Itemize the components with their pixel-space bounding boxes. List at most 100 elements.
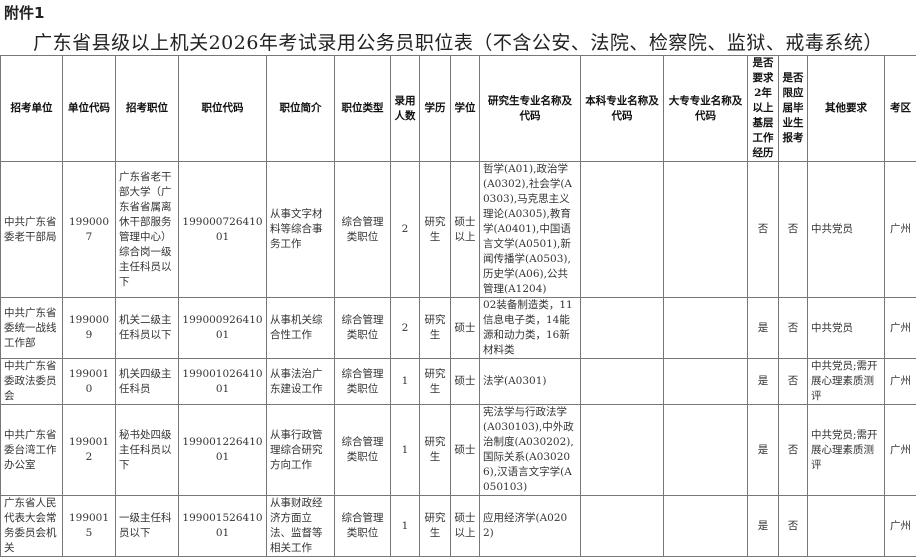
cell-college-major <box>664 496 748 557</box>
cell-unit-name: 中共广东省委老干部局 <box>1 162 63 298</box>
cell-unit-code: 1990015 <box>63 496 116 557</box>
cell-position-name: 秘书处四级主任科员以下 <box>116 405 179 496</box>
cell-grassroots-exp: 是 <box>748 298 779 359</box>
cell-unit-name: 中共广东省委政法委员会 <box>1 359 63 405</box>
cell-unit-name: 广东省人民代表大会常务委员会机关 <box>1 496 63 557</box>
column-header-undergrad-major: 本科专业名称及代码 <box>581 56 664 162</box>
cell-grassroots-exp: 是 <box>748 359 779 405</box>
cell-unit-code: 1990007 <box>63 162 116 298</box>
column-header-education: 学历 <box>420 56 451 162</box>
header-row: 招考单位单位代码招考职位职位代码职位简介职位类型录用人数学历学位研究生专业名称及… <box>1 56 916 162</box>
cell-position-name: 机关四级主任科员 <box>116 359 179 405</box>
cell-other-reqs <box>808 496 885 557</box>
cell-degree: 硕士以上 <box>451 496 480 557</box>
column-header-grassroots-exp: 是否要求2年以上基层工作经历 <box>748 56 779 162</box>
column-header-position-desc: 职位简介 <box>267 56 335 162</box>
cell-position-type: 综合管理类职位 <box>335 162 391 298</box>
column-header-grad-major: 研究生专业名称及代码 <box>480 56 581 162</box>
cell-unit-code: 1990010 <box>63 359 116 405</box>
cell-other-reqs: 中共党员 <box>808 162 885 298</box>
cell-position-name: 一级主任科员以下 <box>116 496 179 557</box>
cell-grad-major: 应用经济学(A0202) <box>480 496 581 557</box>
cell-position-desc: 从事文字材料等综合事务工作 <box>267 162 335 298</box>
cell-position-type: 综合管理类职位 <box>335 496 391 557</box>
cell-education: 研究生 <box>420 359 451 405</box>
column-header-unit-name: 招考单位 <box>1 56 63 162</box>
column-header-hire-count: 录用人数 <box>391 56 420 162</box>
cell-other-reqs: 中共党员;需开展心理素质测评 <box>808 405 885 496</box>
cell-degree: 硕士 <box>451 359 480 405</box>
cell-education: 研究生 <box>420 162 451 298</box>
cell-exam-area: 广州 <box>885 359 916 405</box>
cell-education: 研究生 <box>420 496 451 557</box>
cell-grassroots-exp: 否 <box>748 162 779 298</box>
cell-unit-code: 1990009 <box>63 298 116 359</box>
cell-grad-major: 02装备制造类，11信息电子类，14能源和动力类，16新材料类 <box>480 298 581 359</box>
cell-fresh-grad-only: 否 <box>779 405 808 496</box>
cell-college-major <box>664 359 748 405</box>
cell-unit-name: 中共广东省委统一战线工作部 <box>1 298 63 359</box>
cell-grassroots-exp: 是 <box>748 405 779 496</box>
column-header-unit-code: 单位代码 <box>63 56 116 162</box>
cell-position-type: 综合管理类职位 <box>335 405 391 496</box>
cell-fresh-grad-only: 否 <box>779 359 808 405</box>
cell-exam-area: 广州 <box>885 496 916 557</box>
cell-degree: 硕士 <box>451 298 480 359</box>
cell-degree: 硕士 <box>451 405 480 496</box>
cell-position-code: 19900122641001 <box>179 405 267 496</box>
cell-hire-count: 2 <box>391 298 420 359</box>
document-title: 广东省县级以上机关2026年考试录用公务员职位表（不含公安、法院、检察院、监狱、… <box>0 28 916 55</box>
cell-exam-area: 广州 <box>885 298 916 359</box>
cell-position-desc: 从事机关综合性工作 <box>267 298 335 359</box>
cell-college-major <box>664 162 748 298</box>
cell-position-name: 广东省老干部大学（广东省省属离休干部服务管理中心）综合岗一级主任科员以下 <box>116 162 179 298</box>
cell-undergrad-major <box>581 359 664 405</box>
cell-unit-name: 中共广东省委台湾工作办公室 <box>1 405 63 496</box>
cell-fresh-grad-only: 否 <box>779 298 808 359</box>
cell-hire-count: 1 <box>391 405 420 496</box>
cell-hire-count: 1 <box>391 496 420 557</box>
cell-hire-count: 2 <box>391 162 420 298</box>
column-header-position-name: 招考职位 <box>116 56 179 162</box>
cell-fresh-grad-only: 否 <box>779 162 808 298</box>
cell-position-code: 19900102641001 <box>179 359 267 405</box>
cell-grad-major: 哲学(A01),政治学(A0302),社会学(A0303),马克思主义理论(A0… <box>480 162 581 298</box>
cell-unit-code: 1990012 <box>63 405 116 496</box>
column-header-exam-area: 考区 <box>885 56 916 162</box>
cell-position-type: 综合管理类职位 <box>335 298 391 359</box>
cell-exam-area: 广州 <box>885 405 916 496</box>
cell-grad-major: 法学(A0301) <box>480 359 581 405</box>
cell-undergrad-major <box>581 162 664 298</box>
cell-position-code: 19900152641001 <box>179 496 267 557</box>
cell-grassroots-exp: 是 <box>748 496 779 557</box>
cell-other-reqs: 中共党员 <box>808 298 885 359</box>
cell-college-major <box>664 298 748 359</box>
cell-position-code: 19900072641001 <box>179 162 267 298</box>
column-header-other-reqs: 其他要求 <box>808 56 885 162</box>
cell-position-desc: 从事财政经济方面立法、监督等相关工作 <box>267 496 335 557</box>
cell-fresh-grad-only: 否 <box>779 496 808 557</box>
positions-table: 招考单位单位代码招考职位职位代码职位简介职位类型录用人数学历学位研究生专业名称及… <box>0 55 916 557</box>
cell-hire-count: 1 <box>391 359 420 405</box>
column-header-degree: 学位 <box>451 56 480 162</box>
cell-other-reqs: 中共党员;需开展心理素质测评 <box>808 359 885 405</box>
cell-position-type: 综合管理类职位 <box>335 359 391 405</box>
cell-education: 研究生 <box>420 405 451 496</box>
cell-undergrad-major <box>581 496 664 557</box>
cell-position-desc: 从事法治广东建设工作 <box>267 359 335 405</box>
cell-exam-area: 广州 <box>885 162 916 298</box>
cell-position-code: 19900092641001 <box>179 298 267 359</box>
column-header-college-major: 大专专业名称及代码 <box>664 56 748 162</box>
column-header-position-type: 职位类型 <box>335 56 391 162</box>
cell-degree: 硕士以上 <box>451 162 480 298</box>
cell-undergrad-major <box>581 405 664 496</box>
cell-college-major <box>664 405 748 496</box>
column-header-fresh-grad-only: 是否限应届毕业生报考 <box>779 56 808 162</box>
cell-position-desc: 从事行政管理综合研究方向工作 <box>267 405 335 496</box>
cell-grad-major: 宪法学与行政法学(A030103),中外政治制度(A030202),国际关系(A… <box>480 405 581 496</box>
